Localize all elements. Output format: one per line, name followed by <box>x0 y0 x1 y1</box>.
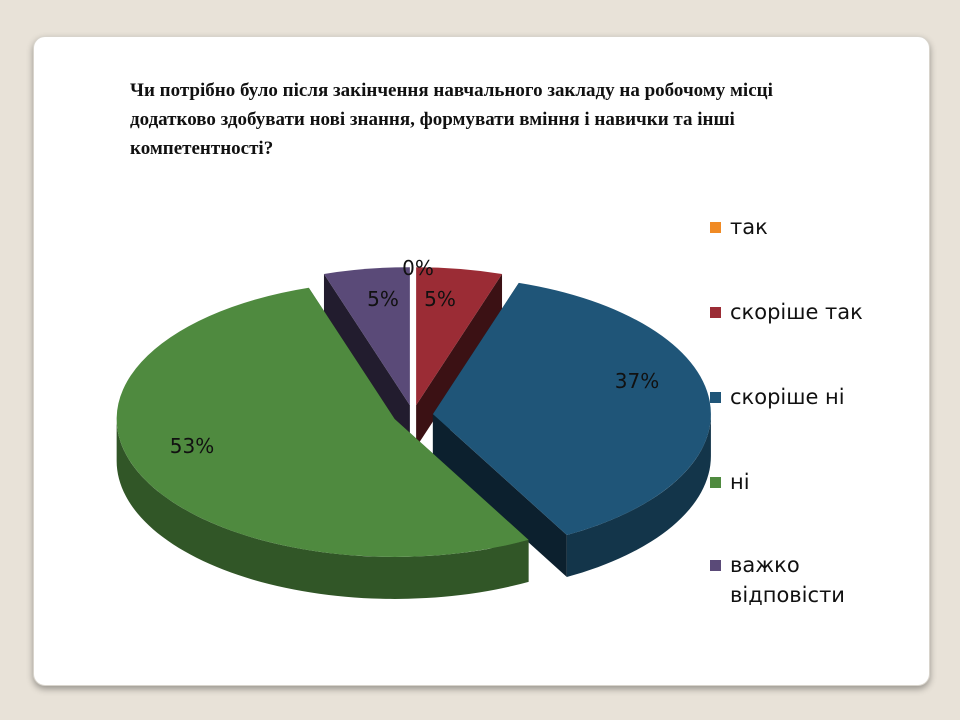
slice-top-face <box>416 267 503 406</box>
slice-важко-відповісти <box>323 267 410 448</box>
chart-title: Чи потрібно було після закінчення навчал… <box>130 80 773 159</box>
data-label-скоріше-так: 5% <box>424 287 456 311</box>
slice-ні <box>116 287 529 599</box>
slice-скоріше-ні <box>432 282 711 577</box>
legend-label: важко відповісти <box>730 553 845 607</box>
slice-top-face <box>432 282 711 535</box>
slice-top-face <box>323 267 410 406</box>
slice-скоріше-так <box>416 267 503 448</box>
slice-top-face <box>116 287 529 557</box>
slice-outer-wall <box>116 418 529 599</box>
data-label-так: 0% <box>402 256 434 280</box>
slice-cut-face <box>323 273 410 448</box>
data-label-важко-відповісти: 5% <box>367 287 399 311</box>
legend-swatch <box>710 560 721 571</box>
slice-cut-face <box>432 414 567 577</box>
legend-label: так <box>730 215 768 239</box>
data-label-ні: 53% <box>170 434 214 458</box>
legend-swatch <box>710 222 721 233</box>
legend-swatch <box>710 307 721 318</box>
legend-swatch <box>710 477 721 488</box>
legend-label: скоріше ні <box>730 385 845 409</box>
legend-swatch <box>710 392 721 403</box>
slice-outer-wall <box>566 414 711 577</box>
legend-label: ні <box>730 470 750 494</box>
slice-cut-face <box>416 273 503 448</box>
legend-label: скоріше так <box>730 300 863 324</box>
data-label-скоріше-ні: 37% <box>615 369 659 393</box>
